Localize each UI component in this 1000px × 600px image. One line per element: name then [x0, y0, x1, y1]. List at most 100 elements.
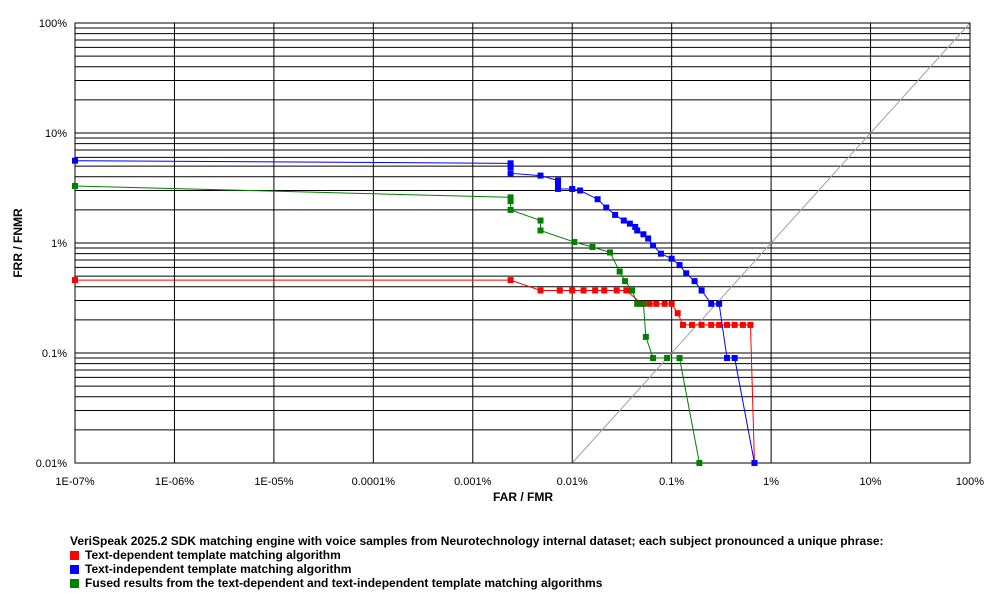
- data-point: [72, 182, 78, 189]
- data-point: [698, 287, 705, 294]
- grid-lines: [74, 23, 971, 464]
- y-tick-label: 1%: [51, 238, 67, 250]
- data-point: [650, 242, 657, 249]
- data-point: [507, 160, 514, 167]
- series-line: [75, 279, 755, 464]
- equal-error-diagonal: [571, 22, 971, 464]
- data-point: [683, 270, 690, 277]
- data-point: [676, 262, 683, 269]
- data-point: [616, 268, 623, 275]
- data-point: [650, 355, 657, 362]
- y-tick-labels: 100% 10% 1% 0.1% 0.01%: [36, 18, 67, 470]
- y-tick-label: 0.1%: [42, 348, 67, 360]
- data-point: [507, 194, 514, 201]
- x-tick-label: 0.1%: [659, 476, 684, 488]
- data-point: [589, 243, 596, 250]
- data-point: [751, 460, 758, 466]
- data-point: [668, 300, 675, 307]
- data-point: [623, 287, 630, 294]
- x-tick-label: 10%: [860, 476, 882, 488]
- data-point: [622, 278, 629, 285]
- x-tick-label: 100%: [956, 476, 984, 488]
- series-2: [72, 157, 758, 466]
- data-point: [634, 227, 641, 234]
- data-point: [698, 321, 705, 328]
- data-point: [674, 310, 681, 317]
- data-point: [537, 217, 544, 224]
- data-point: [634, 300, 641, 307]
- data-point: [507, 206, 514, 213]
- data-point: [676, 355, 683, 362]
- data-point: [679, 321, 686, 328]
- data-point: [555, 177, 562, 184]
- legend-item-fused: Fused results from the text-dependent an…: [70, 576, 884, 590]
- data-point: [696, 460, 703, 466]
- series-line: [74, 160, 755, 464]
- data-point: [642, 333, 649, 340]
- data-point: [708, 321, 715, 328]
- data-point: [708, 300, 715, 307]
- x-axis-title: FAR / FMR: [493, 490, 553, 504]
- data-point: [537, 287, 544, 294]
- data-point: [607, 249, 614, 256]
- data-point: [646, 300, 653, 307]
- data-point: [507, 164, 514, 171]
- data-point: [507, 170, 514, 177]
- data-point: [571, 239, 578, 246]
- x-tick-label: 0.001%: [454, 476, 492, 488]
- data-point: [507, 198, 514, 205]
- data-point: [640, 231, 647, 238]
- data-point: [537, 172, 544, 179]
- data-point: [723, 355, 730, 362]
- y-tick-label: 10%: [45, 128, 67, 140]
- data-point: [626, 220, 633, 227]
- data-point: [580, 287, 587, 294]
- data-point: [592, 287, 599, 294]
- data-point: [716, 321, 723, 328]
- legend-label: Text-independent template matching algor…: [85, 562, 352, 576]
- x-tick-label: 1E-06%: [155, 476, 194, 488]
- x-tick-labels: 1E-07% 1E-06% 1E-05% 0.0001% 0.001% 0.01% 0.1%…: [55, 476, 984, 488]
- data-point: [688, 321, 695, 328]
- data-point: [601, 287, 608, 294]
- data-point: [731, 355, 738, 362]
- legend-item-text-independent: Text-independent template matching algor…: [70, 562, 884, 576]
- data-point: [632, 223, 639, 230]
- data-point: [723, 321, 730, 328]
- data-point: [569, 185, 576, 192]
- data-point: [537, 227, 544, 234]
- data-point: [569, 287, 576, 294]
- data-point: [577, 187, 584, 194]
- data-point: [72, 157, 78, 164]
- data-point: [747, 321, 754, 328]
- y-tick-label: 100%: [39, 18, 67, 30]
- data-point: [72, 277, 78, 284]
- data-point: [657, 250, 664, 257]
- data-point: [620, 217, 627, 224]
- x-tick-label: 1E-07%: [55, 476, 94, 488]
- y-tick-label: 0.01%: [36, 458, 67, 470]
- y-axis-title: FRR / FNMR: [11, 208, 25, 278]
- legend-swatch-red: [70, 550, 79, 560]
- x-tick-label: 0.0001%: [352, 476, 396, 488]
- series-layer: [72, 157, 758, 466]
- legend-title: VeriSpeak 2025.2 SDK matching engine wit…: [70, 534, 884, 548]
- data-point: [594, 196, 601, 203]
- data-point: [661, 300, 668, 307]
- legend-item-text-dependent: Text-dependent template matching algorit…: [70, 548, 884, 562]
- data-point: [612, 211, 619, 218]
- data-point: [716, 300, 723, 307]
- data-point: [555, 185, 562, 192]
- legend-swatch-green: [70, 578, 79, 588]
- data-point: [645, 235, 652, 242]
- data-point: [731, 321, 738, 328]
- data-point: [640, 300, 647, 307]
- x-tick-label: 1E-05%: [254, 476, 293, 488]
- data-point: [629, 287, 636, 294]
- series-1: [72, 277, 758, 466]
- data-point: [691, 278, 698, 285]
- data-point: [664, 355, 671, 362]
- data-point: [653, 300, 660, 307]
- series-3: [72, 182, 703, 466]
- diagonal-line: [571, 22, 971, 464]
